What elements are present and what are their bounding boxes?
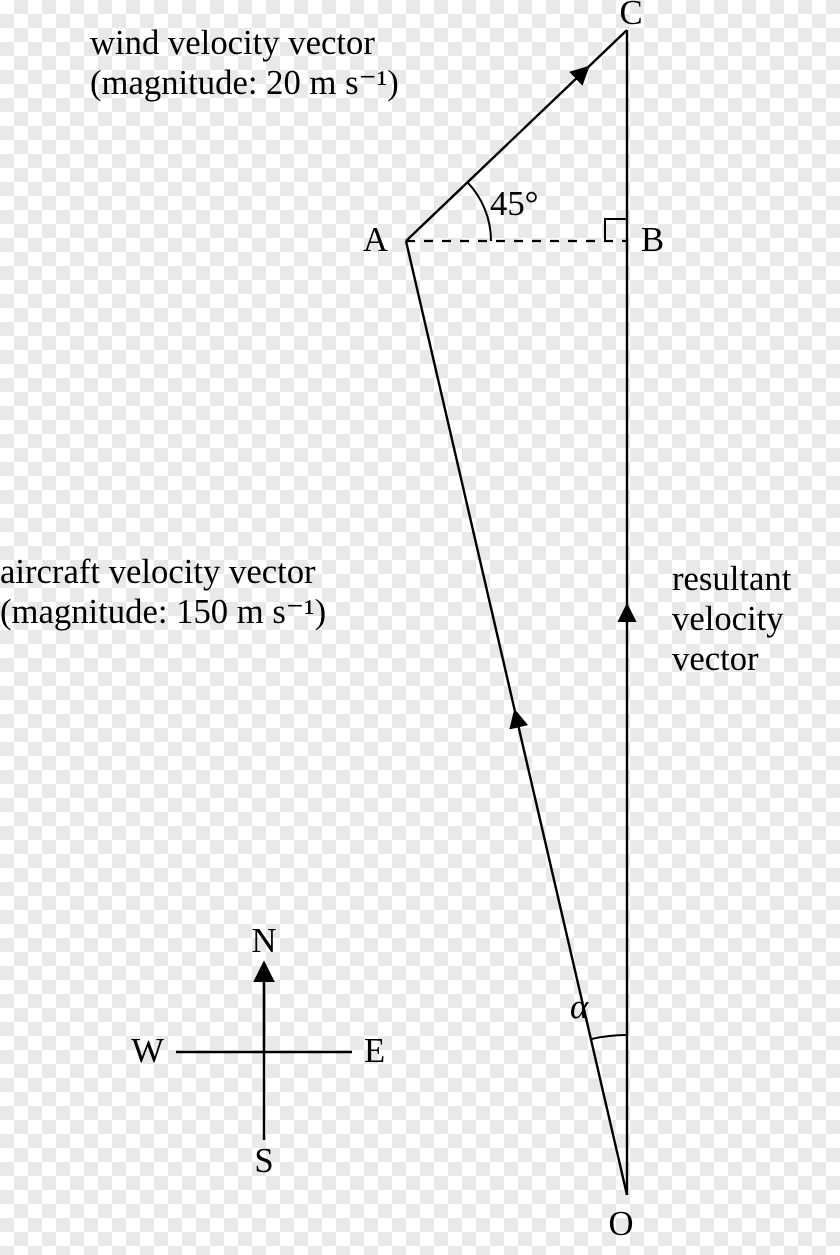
text-layer: O A B Cwind velocity vector(magnitude: 20 m… xyxy=(0,0,792,1243)
label-wind-2: (magnitude: 20 m s⁻¹) xyxy=(90,64,399,102)
label-resultant-1: resultant xyxy=(672,560,792,598)
label-aircraft-2: (magnitude: 150 m s⁻¹) xyxy=(0,593,326,631)
point-label-B: B xyxy=(641,221,664,259)
vector-aircraft xyxy=(406,241,627,1195)
point-label-C: C xyxy=(619,0,642,32)
compass-E: E xyxy=(364,1032,385,1070)
compass-rose: N S E W xyxy=(131,922,385,1180)
compass-N: N xyxy=(251,922,276,960)
right-angle-marker xyxy=(605,219,627,241)
point-label-O: O xyxy=(608,1205,633,1243)
angle-label-alpha: α xyxy=(570,988,589,1026)
label-aircraft-1: aircraft velocity vector xyxy=(0,553,316,591)
point-label-A: A xyxy=(363,221,388,259)
label-resultant-3: vector xyxy=(672,640,759,678)
compass-W: W xyxy=(131,1032,164,1070)
compass-S: S xyxy=(254,1142,273,1180)
label-resultant-2: velocity xyxy=(672,600,784,638)
vector-diagram: NSEW OABCwind velocity vector(magnitude:… xyxy=(0,0,840,1255)
label-wind-1: wind velocity vector xyxy=(90,24,375,62)
angle-arc-45 xyxy=(467,182,491,241)
angle-arc-alpha xyxy=(591,1035,627,1039)
angle-label-45: 45° xyxy=(490,185,539,223)
